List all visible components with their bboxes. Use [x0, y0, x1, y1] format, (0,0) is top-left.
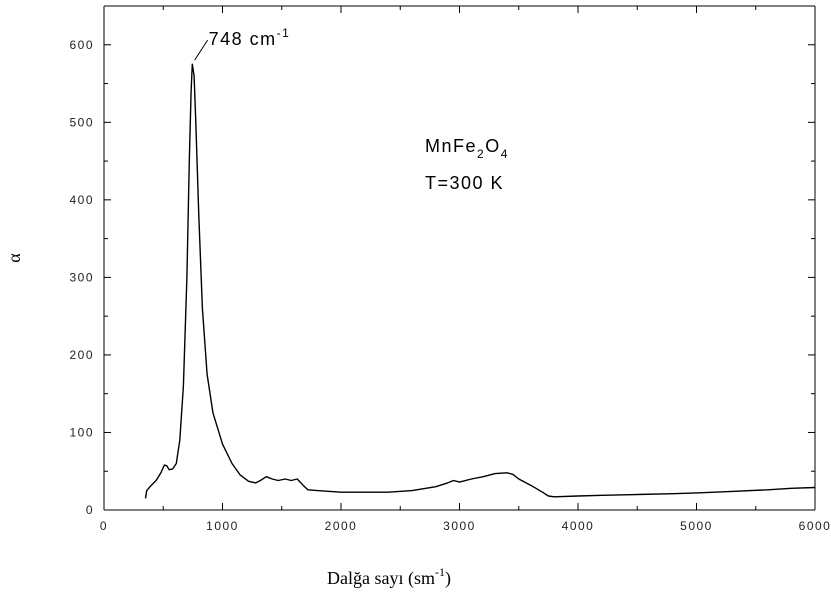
- temperature-label: T=300 K: [425, 173, 504, 193]
- compound-label: MnFe2O4: [425, 136, 509, 161]
- x-tick-label: 1000: [206, 519, 239, 533]
- y-tick-label: 300: [69, 270, 94, 284]
- x-tick-label: 5000: [680, 519, 713, 533]
- x-tick-label: 6000: [799, 519, 831, 533]
- x-tick-label: 4000: [562, 519, 595, 533]
- x-axis-title: Dalğa sayı (sm-1): [327, 565, 451, 589]
- axes: [104, 6, 815, 510]
- x-tick-label: 0: [100, 519, 108, 533]
- peak-leader-line: [195, 40, 208, 60]
- y-tick-label: 200: [69, 348, 94, 362]
- x-tick-label: 3000: [443, 519, 476, 533]
- tick-marks: [104, 6, 815, 510]
- y-tick-label: 600: [69, 38, 94, 52]
- tick-labels: 0 1000 2000 3000 4000 5000 6000 0 100 200 300 400 50…: [69, 38, 831, 533]
- y-tick-label: 100: [69, 425, 94, 439]
- series-line-1: [146, 64, 816, 498]
- peak-annotation: 748 cm-1: [209, 26, 291, 49]
- y-tick-label: 0: [86, 503, 94, 517]
- y-tick-label: 400: [69, 193, 94, 207]
- series-lines: [146, 64, 816, 498]
- x-tick-label: 2000: [325, 519, 358, 533]
- y-tick-label: 500: [69, 115, 94, 129]
- y-axis-title: α: [4, 253, 24, 263]
